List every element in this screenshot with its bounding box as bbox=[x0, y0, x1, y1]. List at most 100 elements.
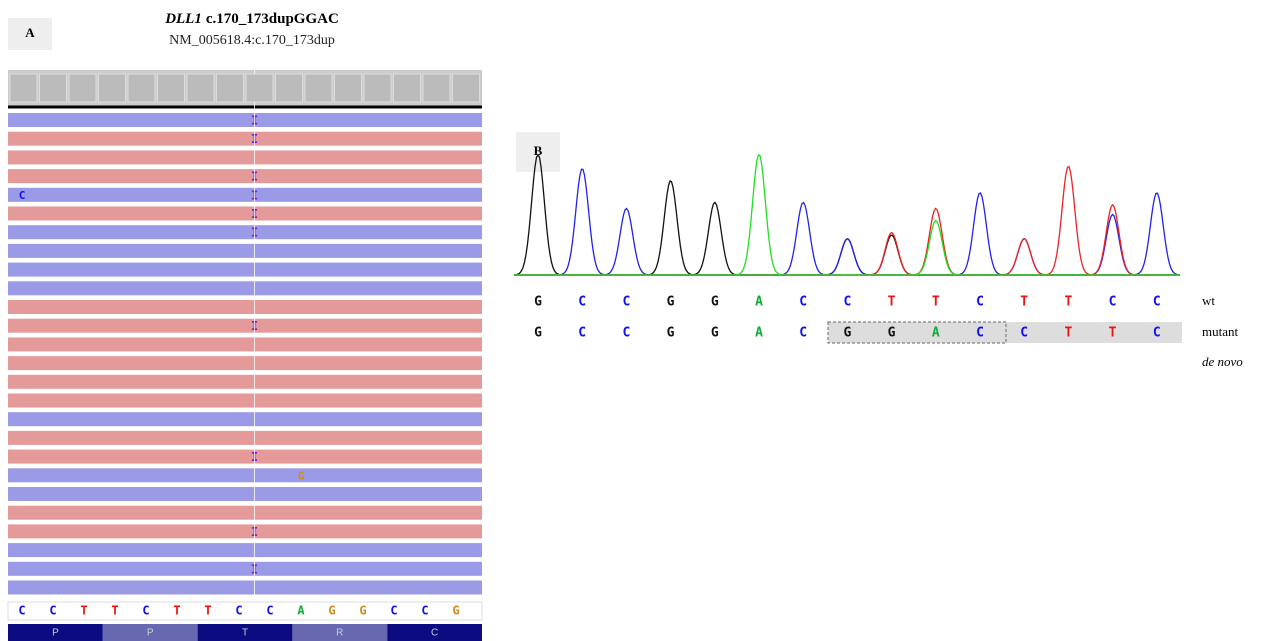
reference-base: C bbox=[421, 604, 428, 618]
wt-base: C bbox=[1153, 295, 1161, 310]
chromatogram bbox=[514, 155, 1180, 275]
read bbox=[8, 263, 482, 277]
reference-base: C bbox=[235, 604, 242, 618]
wt-base: C bbox=[1109, 295, 1117, 310]
note: de novo bbox=[1202, 354, 1243, 369]
coverage-cell bbox=[128, 74, 155, 102]
wt-base: G bbox=[667, 295, 675, 310]
trace bbox=[514, 169, 1180, 275]
wt-base: C bbox=[578, 295, 586, 310]
figure: A DLL1c.170_173dupGGAC NM_005618.4:c.170… bbox=[0, 0, 1274, 641]
reference-base: T bbox=[204, 604, 211, 618]
reference-base: C bbox=[18, 604, 25, 618]
read bbox=[8, 394, 482, 408]
read bbox=[8, 543, 482, 557]
read bbox=[8, 524, 482, 538]
wt-base: T bbox=[1064, 295, 1072, 310]
wt-base: A bbox=[755, 295, 763, 310]
wt-base: T bbox=[888, 295, 896, 310]
reference-base: T bbox=[111, 604, 118, 618]
mutant-base: C bbox=[578, 326, 586, 341]
coverage-cell bbox=[305, 74, 332, 102]
read bbox=[8, 487, 482, 501]
amino-acid: T bbox=[242, 628, 248, 639]
mutant-base: C bbox=[799, 326, 807, 341]
coverage-cell bbox=[217, 74, 244, 102]
wt-base: T bbox=[1020, 295, 1028, 310]
mutant-base: C bbox=[1153, 326, 1161, 341]
read bbox=[8, 375, 482, 389]
row-label: wt bbox=[1202, 293, 1215, 308]
read bbox=[8, 150, 482, 164]
mutant-base: G bbox=[888, 326, 896, 341]
read bbox=[8, 319, 482, 333]
read bbox=[8, 300, 482, 314]
amino-acid: P bbox=[52, 628, 59, 639]
coverage-cell bbox=[335, 74, 362, 102]
read bbox=[8, 281, 482, 295]
reference-base: C bbox=[49, 604, 56, 618]
coverage-cell bbox=[69, 74, 96, 102]
read bbox=[8, 468, 482, 482]
read bbox=[8, 188, 482, 202]
coverage-cell bbox=[40, 74, 67, 102]
mutant-base: T bbox=[1064, 326, 1072, 341]
mutant-base: C bbox=[1020, 326, 1028, 341]
coverage-cell bbox=[10, 74, 37, 102]
amino-acid: C bbox=[431, 628, 438, 639]
coverage-cell bbox=[158, 74, 185, 102]
amino-acid: P bbox=[147, 628, 154, 639]
coverage-cell bbox=[394, 74, 421, 102]
coverage-cell bbox=[246, 74, 273, 102]
read bbox=[8, 562, 482, 576]
mutant-base: A bbox=[755, 326, 763, 341]
read bbox=[8, 169, 482, 183]
read bbox=[8, 113, 482, 127]
amino-acid: R bbox=[336, 628, 343, 639]
read bbox=[8, 412, 482, 426]
coverage-cell bbox=[423, 74, 450, 102]
dup-highlight bbox=[828, 322, 1182, 343]
row-label: mutant bbox=[1202, 324, 1238, 339]
reference-base: G bbox=[328, 604, 335, 618]
coverage-cell bbox=[99, 74, 126, 102]
read bbox=[8, 581, 482, 595]
mutant-base: G bbox=[711, 326, 719, 341]
coverage-cell bbox=[453, 74, 480, 102]
reference-base: C bbox=[142, 604, 149, 618]
panel-label: A bbox=[25, 25, 35, 40]
reference-base: G bbox=[452, 604, 459, 618]
coverage-cell bbox=[364, 74, 391, 102]
read bbox=[8, 225, 482, 239]
wt-base: T bbox=[932, 295, 940, 310]
mutant-base: C bbox=[622, 326, 630, 341]
wt-base: C bbox=[622, 295, 630, 310]
reference-base: C bbox=[390, 604, 397, 618]
wt-base: G bbox=[711, 295, 719, 310]
mutant-base: A bbox=[932, 326, 940, 341]
mutant-base: G bbox=[843, 326, 851, 341]
wt-base: C bbox=[843, 295, 851, 310]
mutant-base: C bbox=[976, 326, 984, 341]
variant: c.170_173dupGGAC bbox=[206, 11, 339, 27]
mismatch: C bbox=[19, 189, 26, 202]
mutant-base: G bbox=[667, 326, 675, 341]
reference-base: G bbox=[359, 604, 366, 618]
reference-base: T bbox=[80, 604, 87, 618]
read bbox=[8, 244, 482, 258]
coverage-cell bbox=[187, 74, 214, 102]
read bbox=[8, 356, 482, 370]
read bbox=[8, 431, 482, 445]
mismatch: G bbox=[298, 469, 305, 482]
read bbox=[8, 207, 482, 221]
wt-base: C bbox=[799, 295, 807, 310]
gene: DLL1 bbox=[164, 11, 202, 27]
read bbox=[8, 506, 482, 520]
reference-base: C bbox=[266, 604, 273, 618]
coverage-cell bbox=[276, 74, 303, 102]
mutant-base: T bbox=[1109, 326, 1117, 341]
read bbox=[8, 450, 482, 464]
wt-base: G bbox=[534, 295, 542, 310]
